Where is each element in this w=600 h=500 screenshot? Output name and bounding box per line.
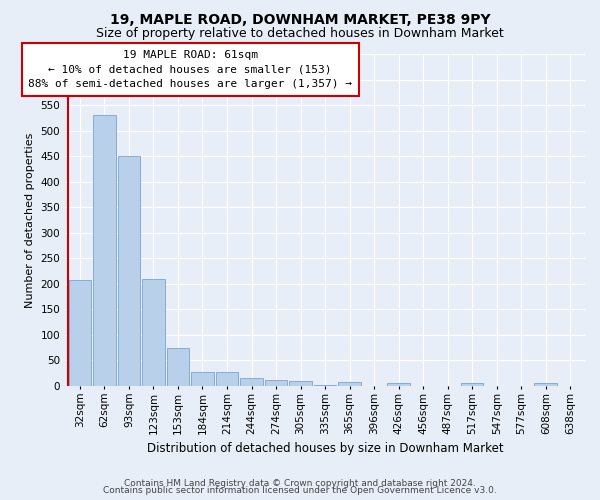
X-axis label: Distribution of detached houses by size in Downham Market: Distribution of detached houses by size … xyxy=(147,442,503,455)
Bar xyxy=(167,348,189,386)
Bar xyxy=(388,384,410,386)
Bar xyxy=(338,382,361,386)
Bar xyxy=(93,116,116,386)
Bar xyxy=(68,280,91,386)
Bar xyxy=(314,385,337,386)
Text: Contains HM Land Registry data © Crown copyright and database right 2024.: Contains HM Land Registry data © Crown c… xyxy=(124,478,476,488)
Text: Size of property relative to detached houses in Downham Market: Size of property relative to detached ho… xyxy=(96,28,504,40)
Y-axis label: Number of detached properties: Number of detached properties xyxy=(25,132,35,308)
Bar xyxy=(240,378,263,386)
Bar xyxy=(216,372,238,386)
Bar xyxy=(289,382,312,386)
Bar xyxy=(142,278,164,386)
Bar xyxy=(118,156,140,386)
Bar xyxy=(461,384,484,386)
Text: Contains public sector information licensed under the Open Government Licence v3: Contains public sector information licen… xyxy=(103,486,497,495)
Bar xyxy=(265,380,287,386)
Bar xyxy=(191,372,214,386)
Bar xyxy=(535,384,557,386)
Text: 19 MAPLE ROAD: 61sqm
← 10% of detached houses are smaller (153)
88% of semi-deta: 19 MAPLE ROAD: 61sqm ← 10% of detached h… xyxy=(28,50,352,89)
Text: 19, MAPLE ROAD, DOWNHAM MARKET, PE38 9PY: 19, MAPLE ROAD, DOWNHAM MARKET, PE38 9PY xyxy=(110,12,490,26)
